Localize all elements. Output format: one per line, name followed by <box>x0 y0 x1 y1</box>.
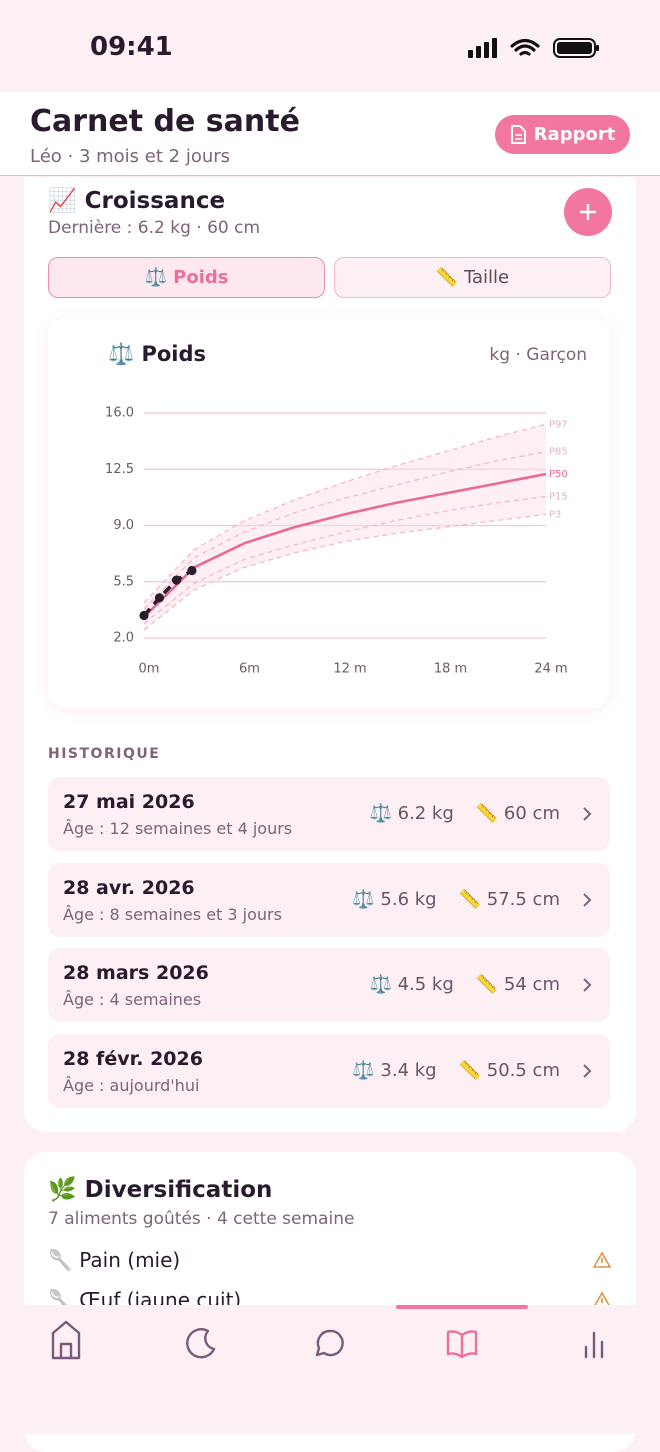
history-row[interactable]: 28 févr. 2026 Âge : aujourd'hui ⚖️ 3.4 k… <box>48 1033 610 1108</box>
add-button[interactable] <box>564 188 612 236</box>
data-point <box>139 610 149 621</box>
doc-icon <box>510 125 526 144</box>
report-label: Rapport <box>533 124 616 145</box>
row-height: 📏 60 cm <box>475 803 560 824</box>
series-label: P50 <box>549 469 568 480</box>
history-row[interactable]: 28 mars 2026 Âge : 4 semaines ⚖️ 4.5 kg 📏… <box>48 948 610 1023</box>
book-icon[interactable] <box>446 1330 478 1359</box>
row-height: 📏 57.5 cm <box>458 888 560 910</box>
chart-subtitle: kg · Garçon <box>489 345 587 365</box>
tab-weight[interactable]: ⚖️ Poids <box>48 257 325 298</box>
div-title: 🌿 Diversification <box>48 1177 273 1203</box>
home-icon[interactable] <box>51 1320 81 1360</box>
tab-height[interactable]: 📏 Taille <box>334 257 611 298</box>
row-date: 28 mars 2026 <box>63 962 209 985</box>
series-line <box>142 569 193 617</box>
chevron <box>583 807 592 821</box>
history-title: HISTORIQUE <box>48 746 161 762</box>
status-icons <box>468 38 599 58</box>
data-point <box>171 575 182 585</box>
row-values: ⚖️ 3.4 kg 📏 50.5 cm <box>352 1060 560 1081</box>
report-button[interactable]: Rapport <box>495 115 630 154</box>
chevron <box>583 978 592 992</box>
header: Carnet de santé Léo · 3 mois et 2 jours … <box>0 92 660 176</box>
page-title: Carnet de santé <box>30 104 300 139</box>
row-weight: ⚖️ 3.4 kg <box>352 1059 437 1081</box>
series-label: P3 <box>549 509 561 520</box>
tab-bar <box>0 1305 660 1434</box>
food-item[interactable]: 🥄 Pain (mie) <box>48 1248 181 1272</box>
y-tick-label: 9.0 <box>113 518 134 533</box>
row-date: 28 avr. 2026 <box>63 876 195 899</box>
series-line <box>143 495 547 625</box>
tab-indicator <box>396 1305 528 1309</box>
row-height: 📏 54 cm <box>475 974 560 996</box>
y-tick-label: 2.0 <box>113 631 134 646</box>
status-time: 09:41 <box>90 32 173 62</box>
row-values: ⚖️ 5.6 kg 📏 57.5 cm <box>352 889 560 910</box>
chart-title: ⚖️ Poids <box>108 341 206 366</box>
series-label: P97 <box>549 419 568 430</box>
row-date: 28 févr. 2026 <box>63 1047 203 1070</box>
history-row[interactable]: 27 mai 2026 Âge : 12 semaines et 4 jours… <box>48 777 610 851</box>
chart-card <box>48 318 610 708</box>
div-subtitle: 7 aliments goûtés · 4 cette semaine <box>48 1209 355 1229</box>
stats-icon[interactable] <box>584 1331 604 1359</box>
plus-icon <box>580 204 596 220</box>
row-weight: ⚖️ 5.6 kg <box>352 888 437 910</box>
row-height: 📏 50.5 cm <box>458 1059 560 1081</box>
tab-icons <box>51 1320 604 1360</box>
row-date: 27 mai 2026 <box>63 791 195 813</box>
chevron <box>583 892 592 907</box>
x-tick-label: 24 m <box>534 662 567 677</box>
y-tick-label: 16.0 <box>105 406 134 421</box>
data-point <box>154 593 165 603</box>
series-line <box>143 450 547 610</box>
data-point <box>187 565 197 576</box>
warning-icons <box>592 1251 612 1308</box>
row-weight: ⚖️ 4.5 kg <box>369 974 454 996</box>
row-age: Âge : aujourd'hui <box>63 1075 200 1095</box>
growth-subtitle: Dernière : 6.2 kg · 60 cm <box>48 218 261 238</box>
x-tick-label: 18 m <box>434 662 467 677</box>
row-age: Âge : 8 semaines et 3 jours <box>63 904 282 924</box>
x-tick-label: 0m <box>139 662 160 677</box>
percentile-band <box>144 424 546 630</box>
sleep-icon[interactable] <box>186 1328 216 1359</box>
row-values: ⚖️ 6.2 kg 📏 60 cm <box>369 803 560 824</box>
series-line <box>143 423 547 604</box>
row-age: Âge : 4 semaines <box>63 990 202 1010</box>
chevron <box>583 1064 592 1078</box>
x-tick-label: 12 m <box>333 662 366 677</box>
growth-title: 📈 Croissance <box>48 188 226 214</box>
row-age: Âge : 12 semaines et 4 jours <box>63 819 293 838</box>
series-label: P15 <box>549 492 568 503</box>
series-line <box>143 472 547 619</box>
y-tick-label: 5.5 <box>113 574 134 589</box>
y-tick-label: 12.5 <box>105 462 134 477</box>
series-label: P85 <box>549 447 568 458</box>
chat-icon[interactable] <box>315 1329 344 1357</box>
history-row[interactable]: 28 avr. 2026 Âge : 8 semaines et 3 jours… <box>48 862 610 937</box>
series-line <box>143 513 547 631</box>
row-values: ⚖️ 4.5 kg 📏 54 cm <box>369 974 560 995</box>
chart: ⚖️ Poids kg · Garçon 16.0 12.5 9.0 5.5 2.0 0m… <box>105 341 587 677</box>
row-weight: ⚖️ 6.2 kg <box>369 803 454 824</box>
x-tick-label: 6m <box>239 662 260 677</box>
page-subtitle: Léo · 3 mois et 2 jours <box>30 146 231 167</box>
